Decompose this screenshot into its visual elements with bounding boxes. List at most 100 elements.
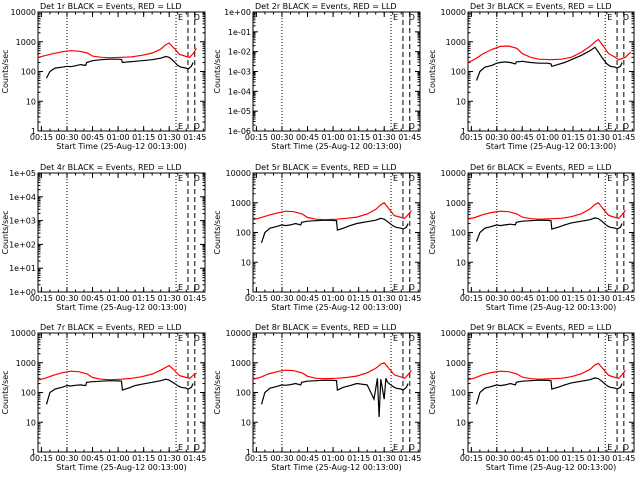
x-tick-label: 01:30 [158, 454, 181, 463]
panel-title: Det 3r BLACK = Events, RED = LLD [470, 2, 612, 11]
y-tick-label: 100 [236, 389, 251, 398]
y-tick-label: 1000 [16, 38, 36, 47]
marker-e: E [393, 174, 398, 183]
y-tick-label: 1000 [446, 199, 466, 208]
x-tick-label: 01:30 [587, 133, 610, 142]
events-series-line [260, 217, 409, 243]
y-tick-label: 100 [451, 68, 466, 77]
y-axis-label: Counts/sec [1, 210, 10, 254]
events-series-line [260, 378, 409, 418]
x-tick-label: 00:15 [460, 294, 483, 303]
y-tick-label: 1 [461, 288, 466, 297]
marker-d: D [409, 174, 415, 183]
lld-series-line [252, 362, 412, 380]
x-tick-label: 01:45 [183, 133, 206, 142]
x-tick-label: 01:30 [587, 454, 610, 463]
x-tick-label: 00:30 [55, 294, 78, 303]
y-tick-label: 100 [21, 68, 36, 77]
marker-d: D [623, 13, 629, 22]
lld-series-line [467, 362, 626, 381]
x-tick-label: 01:00 [107, 294, 130, 303]
x-axis-label: Start Time (25-Aug-12 00:13:00) [271, 463, 402, 472]
marker-d: D [409, 443, 415, 452]
x-tick-label: 00:15 [245, 294, 268, 303]
lld-series-line [467, 202, 626, 220]
events-series-line [45, 378, 194, 405]
x-axis-label: Start Time (25-Aug-12 00:13:00) [486, 303, 617, 312]
x-tick-label: 00:45 [81, 294, 104, 303]
x-tick-label: 01:45 [398, 454, 421, 463]
x-tick-label: 01:00 [107, 133, 130, 142]
x-tick-label: 01:45 [183, 454, 206, 463]
x-tick-label: 01:00 [536, 454, 559, 463]
x-axis-label: Start Time (25-Aug-12 00:13:00) [56, 303, 187, 312]
panel-title: Det 5r BLACK = Events, RED = LLD [255, 163, 397, 172]
y-axis-label: Counts/sec [213, 49, 222, 93]
plot-frame [37, 11, 206, 132]
y-tick-label: 1e+02 [9, 240, 36, 249]
y-tick-label: 10000 [441, 169, 466, 178]
marker-d: D [623, 174, 629, 183]
lld-series-line [37, 364, 197, 381]
x-axis-label: Start Time (25-Aug-12 00:13:00) [56, 142, 187, 151]
x-tick-label: 01:30 [373, 454, 396, 463]
x-tick-label: 01:15 [132, 294, 155, 303]
y-tick-label: 1 [246, 288, 251, 297]
x-axis-label: Start Time (25-Aug-12 00:13:00) [56, 463, 187, 472]
y-tick-label: 1e-03 [228, 68, 251, 77]
x-tick-label: 01:45 [612, 294, 635, 303]
y-tick-label: 1 [461, 127, 466, 136]
plot-frame [467, 172, 635, 293]
x-axis-label: Start Time (25-Aug-12 00:13:00) [486, 142, 617, 151]
x-tick-label: 01:00 [322, 294, 345, 303]
plot-frame [467, 11, 635, 132]
events-series-line [45, 55, 194, 79]
marker-e: E [178, 122, 183, 131]
x-tick-label: 01:30 [373, 133, 396, 142]
panel-title: Det 8r BLACK = Events, RED = LLD [255, 323, 397, 332]
y-tick-label: 10000 [226, 329, 251, 338]
y-tick-label: 10 [456, 97, 466, 106]
x-tick-label: 00:30 [485, 454, 508, 463]
y-tick-label: 1e+03 [9, 217, 36, 226]
y-tick-label: 1000 [16, 359, 36, 368]
y-axis-label: Counts/sec [428, 210, 437, 254]
x-tick-label: 00:45 [81, 454, 104, 463]
marker-d: D [623, 443, 629, 452]
plot-frame [252, 332, 421, 453]
marker-d: D [623, 122, 629, 131]
marker-e: E [607, 443, 612, 452]
x-tick-label: 01:15 [561, 133, 584, 142]
x-tick-label: 01:00 [322, 454, 345, 463]
x-tick-label: 00:15 [30, 454, 53, 463]
y-tick-label: 10000 [441, 8, 466, 17]
y-tick-label: 1e+00 [224, 8, 251, 17]
y-tick-label: 10 [456, 418, 466, 427]
x-tick-label: 00:30 [485, 133, 508, 142]
x-tick-label: 00:30 [55, 133, 78, 142]
y-tick-label: 1e-04 [228, 87, 251, 96]
x-tick-label: 01:30 [587, 294, 610, 303]
marker-d: D [194, 334, 200, 343]
x-tick-label: 00:45 [81, 133, 104, 142]
panel-det-3: Det 3r BLACK = Events, RED = LLD 1 10 100 10… [428, 2, 635, 151]
marker-e: E [178, 283, 183, 292]
panel-title: Det 9r BLACK = Events, RED = LLD [470, 323, 612, 332]
y-tick-label: 1e-02 [228, 48, 251, 57]
x-tick-label: 01:15 [132, 133, 155, 142]
y-axis-label: Counts/sec [213, 370, 222, 414]
y-tick-label: 1000 [446, 38, 466, 47]
x-tick-label: 00:15 [460, 133, 483, 142]
panel-det-1: Det 1r BLACK = Events, RED = LLD 1 10 100 10… [1, 2, 206, 151]
panel-det-5: Det 5r BLACK = Events, RED = LLD 1 10 100 10… [213, 163, 421, 312]
panel-title: Det 4r BLACK = Events, RED = LLD [40, 163, 182, 172]
y-tick-label: 1 [246, 448, 251, 457]
marker-e: E [607, 174, 612, 183]
marker-d: D [194, 443, 200, 452]
x-tick-label: 01:45 [612, 133, 635, 142]
marker-d: D [194, 13, 200, 22]
x-tick-label: 00:30 [270, 294, 293, 303]
lld-series-line [37, 42, 198, 59]
y-tick-label: 10 [456, 258, 466, 267]
